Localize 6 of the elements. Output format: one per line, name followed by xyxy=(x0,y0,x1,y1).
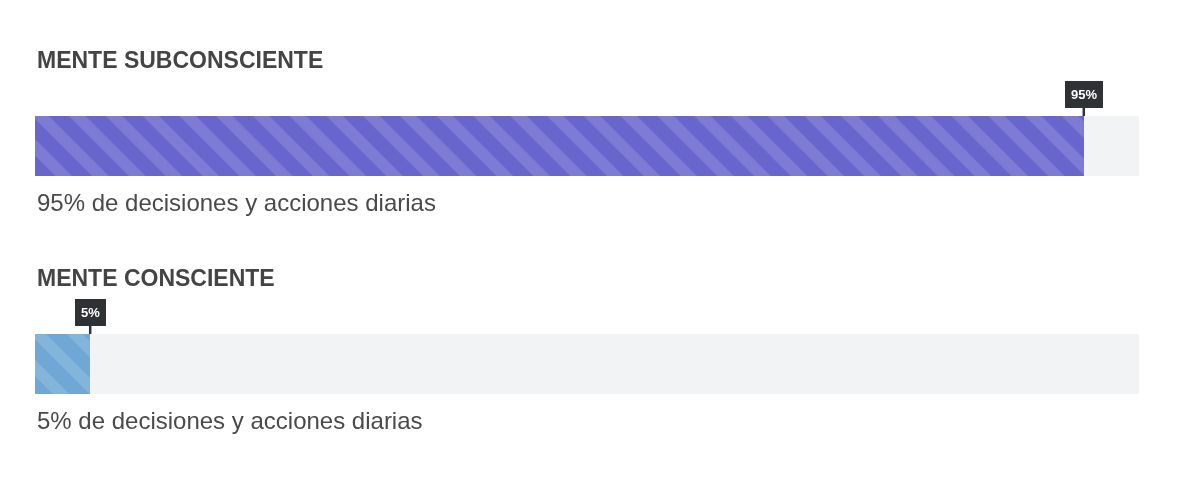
y-tick-label: MENTE CONSCIENTE xyxy=(37,265,275,291)
annotation: 95% de decisiones y acciones diarias xyxy=(37,189,436,216)
data-label: 95% xyxy=(1071,87,1098,102)
text: 5% de decisiones y acciones diarias xyxy=(37,407,423,434)
data-label: 5% xyxy=(81,305,101,320)
y-tick-label: MENTE SUBCONSCIENTE xyxy=(37,47,324,73)
